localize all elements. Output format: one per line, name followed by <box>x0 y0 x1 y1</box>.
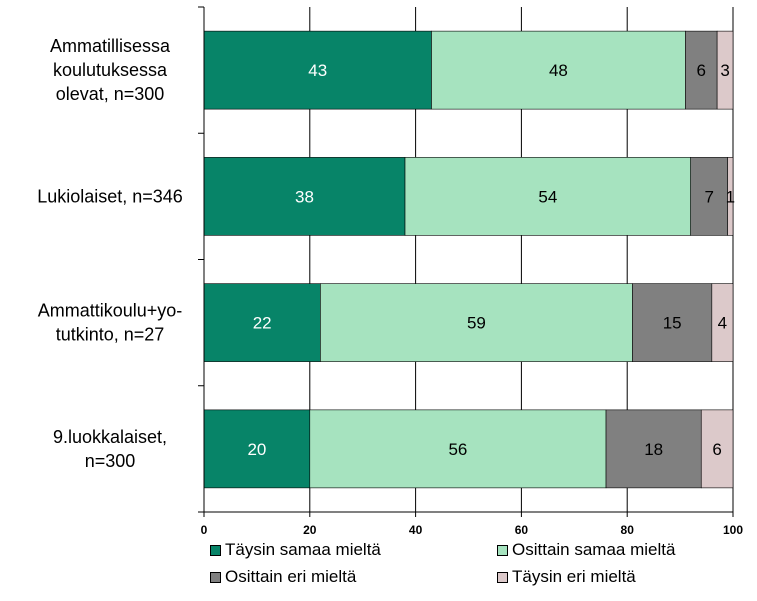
category-label: koulutuksessa <box>53 60 168 80</box>
data-label: 22 <box>253 314 272 333</box>
data-label: 15 <box>663 314 682 333</box>
data-label: 56 <box>448 440 467 459</box>
bar-segment <box>431 30 686 110</box>
bar-segment <box>309 409 607 489</box>
bar-segment <box>711 283 734 362</box>
bar-segment <box>685 30 718 110</box>
legend-swatch <box>210 571 221 583</box>
bar-segment <box>632 283 713 362</box>
category-label: tutkinto, n=27 <box>56 325 165 345</box>
legend-item: Osittain samaa mieltä <box>497 540 675 560</box>
data-label: 1 <box>726 187 735 206</box>
category-label: Lukiolaiset, n=346 <box>37 186 183 206</box>
legend-label: Täysin eri mieltä <box>512 567 636 586</box>
legend-label: Osittain samaa mieltä <box>512 540 676 559</box>
legend-swatch <box>497 571 508 583</box>
legend-label: Osittain eri mieltä <box>225 567 357 586</box>
bar-segment <box>727 157 734 236</box>
data-label: 3 <box>720 61 729 80</box>
legend-item: Täysin samaa mieltä <box>210 540 381 560</box>
data-label: 18 <box>644 440 663 459</box>
data-label: 59 <box>467 314 486 333</box>
x-tick-label: 20 <box>303 523 317 537</box>
data-label: 20 <box>247 440 266 459</box>
x-tick-label: 60 <box>515 523 529 537</box>
bar-segment <box>203 30 432 110</box>
x-tick-label: 0 <box>201 523 208 537</box>
category-label: n=300 <box>85 451 136 471</box>
category-label: olevat, n=300 <box>56 84 165 104</box>
legend-item: Täysin eri mieltä <box>497 567 636 587</box>
x-tick-label: 40 <box>409 523 423 537</box>
data-label: 6 <box>697 61 706 80</box>
data-label: 54 <box>538 187 557 206</box>
category-label: 9.luokkalaiset, <box>53 427 167 447</box>
data-label: 4 <box>718 314 727 333</box>
data-label: 43 <box>308 61 327 80</box>
legend-swatch <box>210 544 221 556</box>
data-label: 7 <box>704 187 713 206</box>
legend-label: Täysin samaa mieltä <box>225 540 381 559</box>
data-label: 38 <box>295 187 314 206</box>
bar-segment <box>690 157 729 236</box>
bar-segment <box>203 409 311 489</box>
data-label: 48 <box>549 61 568 80</box>
x-tick-label: 100 <box>723 523 743 537</box>
x-tick-label: 80 <box>621 523 635 537</box>
category-label: Ammattikoulu+yo- <box>38 301 183 321</box>
legend-item: Osittain eri mieltä <box>210 567 356 587</box>
bar-segment <box>716 30 734 110</box>
bar-segment <box>320 283 633 362</box>
category-label: Ammatillisessa <box>50 36 171 56</box>
bar-segment <box>700 409 734 489</box>
legend-swatch <box>497 544 508 556</box>
data-label: 6 <box>712 440 721 459</box>
bar-segment <box>605 409 702 489</box>
